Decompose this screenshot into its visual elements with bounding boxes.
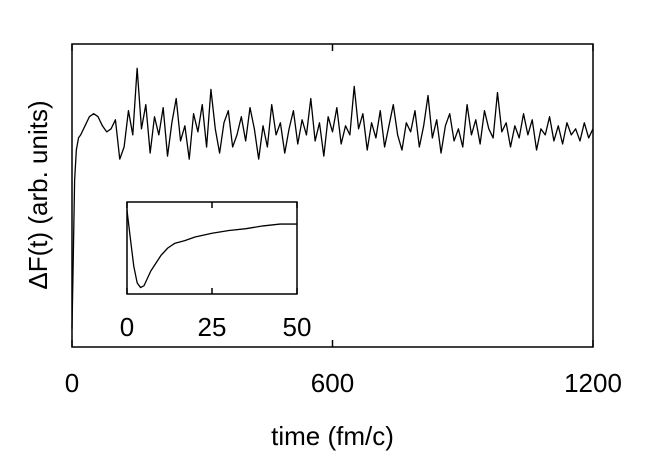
plot-frame: [71, 43, 594, 348]
data-line: [71, 67, 594, 329]
x-tick-label: 0: [120, 312, 134, 342]
x-axis-label: time (fm/c): [271, 421, 394, 451]
data-line: [126, 210, 297, 289]
x-tick-label: 1200: [564, 368, 622, 398]
x-tick-label: 50: [283, 312, 312, 342]
x-tick-label: 600: [311, 368, 354, 398]
x-tick-label: 0: [65, 368, 79, 398]
plot-frame: [126, 201, 298, 295]
y-axis-label: ΔF(t) (arb. units): [23, 100, 53, 289]
x-tick-label: 25: [198, 312, 227, 342]
